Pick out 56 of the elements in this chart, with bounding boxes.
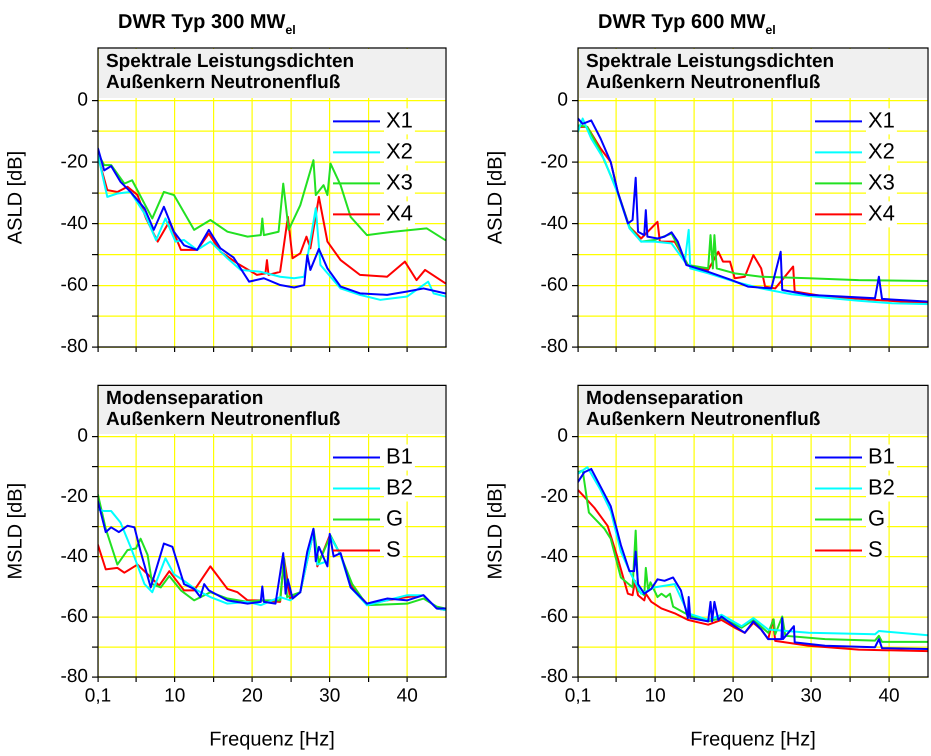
y-axis-title: ASLD [dB] <box>4 150 27 244</box>
text: Modenseparation Außenkern Neutronenfluß <box>586 388 820 430</box>
legend-label: X2 <box>868 138 895 164</box>
x-axis-title: Frequenz [Hz] <box>209 728 335 751</box>
legend-label: X2 <box>386 138 413 164</box>
y-tick-label: -20 <box>540 486 568 507</box>
y-tick-label: 0 <box>77 90 88 111</box>
x-tick-label: 20 <box>722 686 744 707</box>
legend-label: X3 <box>868 169 895 194</box>
y-axis-title: MSLD [dB] <box>4 482 27 580</box>
legend-label: B1 <box>386 444 413 469</box>
x-tick-label: 10 <box>164 686 186 707</box>
x-tick-label: 20 <box>242 686 263 707</box>
y-tick-label: -60 <box>60 274 88 296</box>
x-tick-label: 0,1 <box>84 686 112 707</box>
text: Spektrale Leistungsdichten Außenkern Neutronenfluß <box>106 51 354 93</box>
legend-label: B2 <box>868 474 895 500</box>
legend-label: X3 <box>386 169 413 194</box>
y-axis-title: MSLD [dB] <box>484 482 507 580</box>
y-tick-label: -20 <box>540 151 568 172</box>
y-tick-label: -80 <box>540 666 568 688</box>
text: Spektrale Leistungsdichten Außenkern Neutronenfluß <box>586 51 834 93</box>
y-tick-label: 0 <box>557 90 568 111</box>
x-tick-label: 0,1 <box>564 686 592 707</box>
y-tick-label: -40 <box>60 212 88 234</box>
x-tick-label: 40 <box>878 686 900 707</box>
x-tick-label: 40 <box>396 686 418 707</box>
y-tick-label: 0 <box>77 426 88 447</box>
y-tick-label: -40 <box>540 212 568 234</box>
legend-label: B2 <box>386 474 413 500</box>
y-tick-label: -20 <box>60 486 88 507</box>
y-tick-label: -80 <box>60 336 88 358</box>
legend-label: G <box>868 506 886 531</box>
y-axis-title: ASLD [dB] <box>484 150 507 244</box>
y-tick-label: -20 <box>60 151 88 172</box>
y-tick-label: -40 <box>540 546 568 567</box>
x-axis-title: Frequenz [Hz] <box>690 728 816 751</box>
x-tick-label: 30 <box>319 686 340 707</box>
legend-label: X4 <box>868 200 895 226</box>
legend-label: G <box>386 506 404 531</box>
text: Modenseparation Außenkern Neutronenfluß <box>106 388 340 430</box>
y-tick-label: 0 <box>557 426 568 447</box>
legend-label: S <box>868 536 883 562</box>
x-tick-label: 10 <box>644 686 666 707</box>
legend-label: X1 <box>386 107 413 132</box>
y-tick-label: -60 <box>540 274 568 296</box>
legend-label: S <box>386 536 401 562</box>
legend-label: X4 <box>386 200 413 226</box>
legend-label: B1 <box>868 444 895 469</box>
y-tick-label: -80 <box>60 666 88 688</box>
x-tick-label: 30 <box>800 686 822 707</box>
y-tick-label: -60 <box>60 606 88 628</box>
y-tick-label: -80 <box>540 336 568 358</box>
y-tick-label: -60 <box>540 606 568 628</box>
y-tick-label: -40 <box>60 546 88 567</box>
legend-label: X1 <box>868 107 895 132</box>
